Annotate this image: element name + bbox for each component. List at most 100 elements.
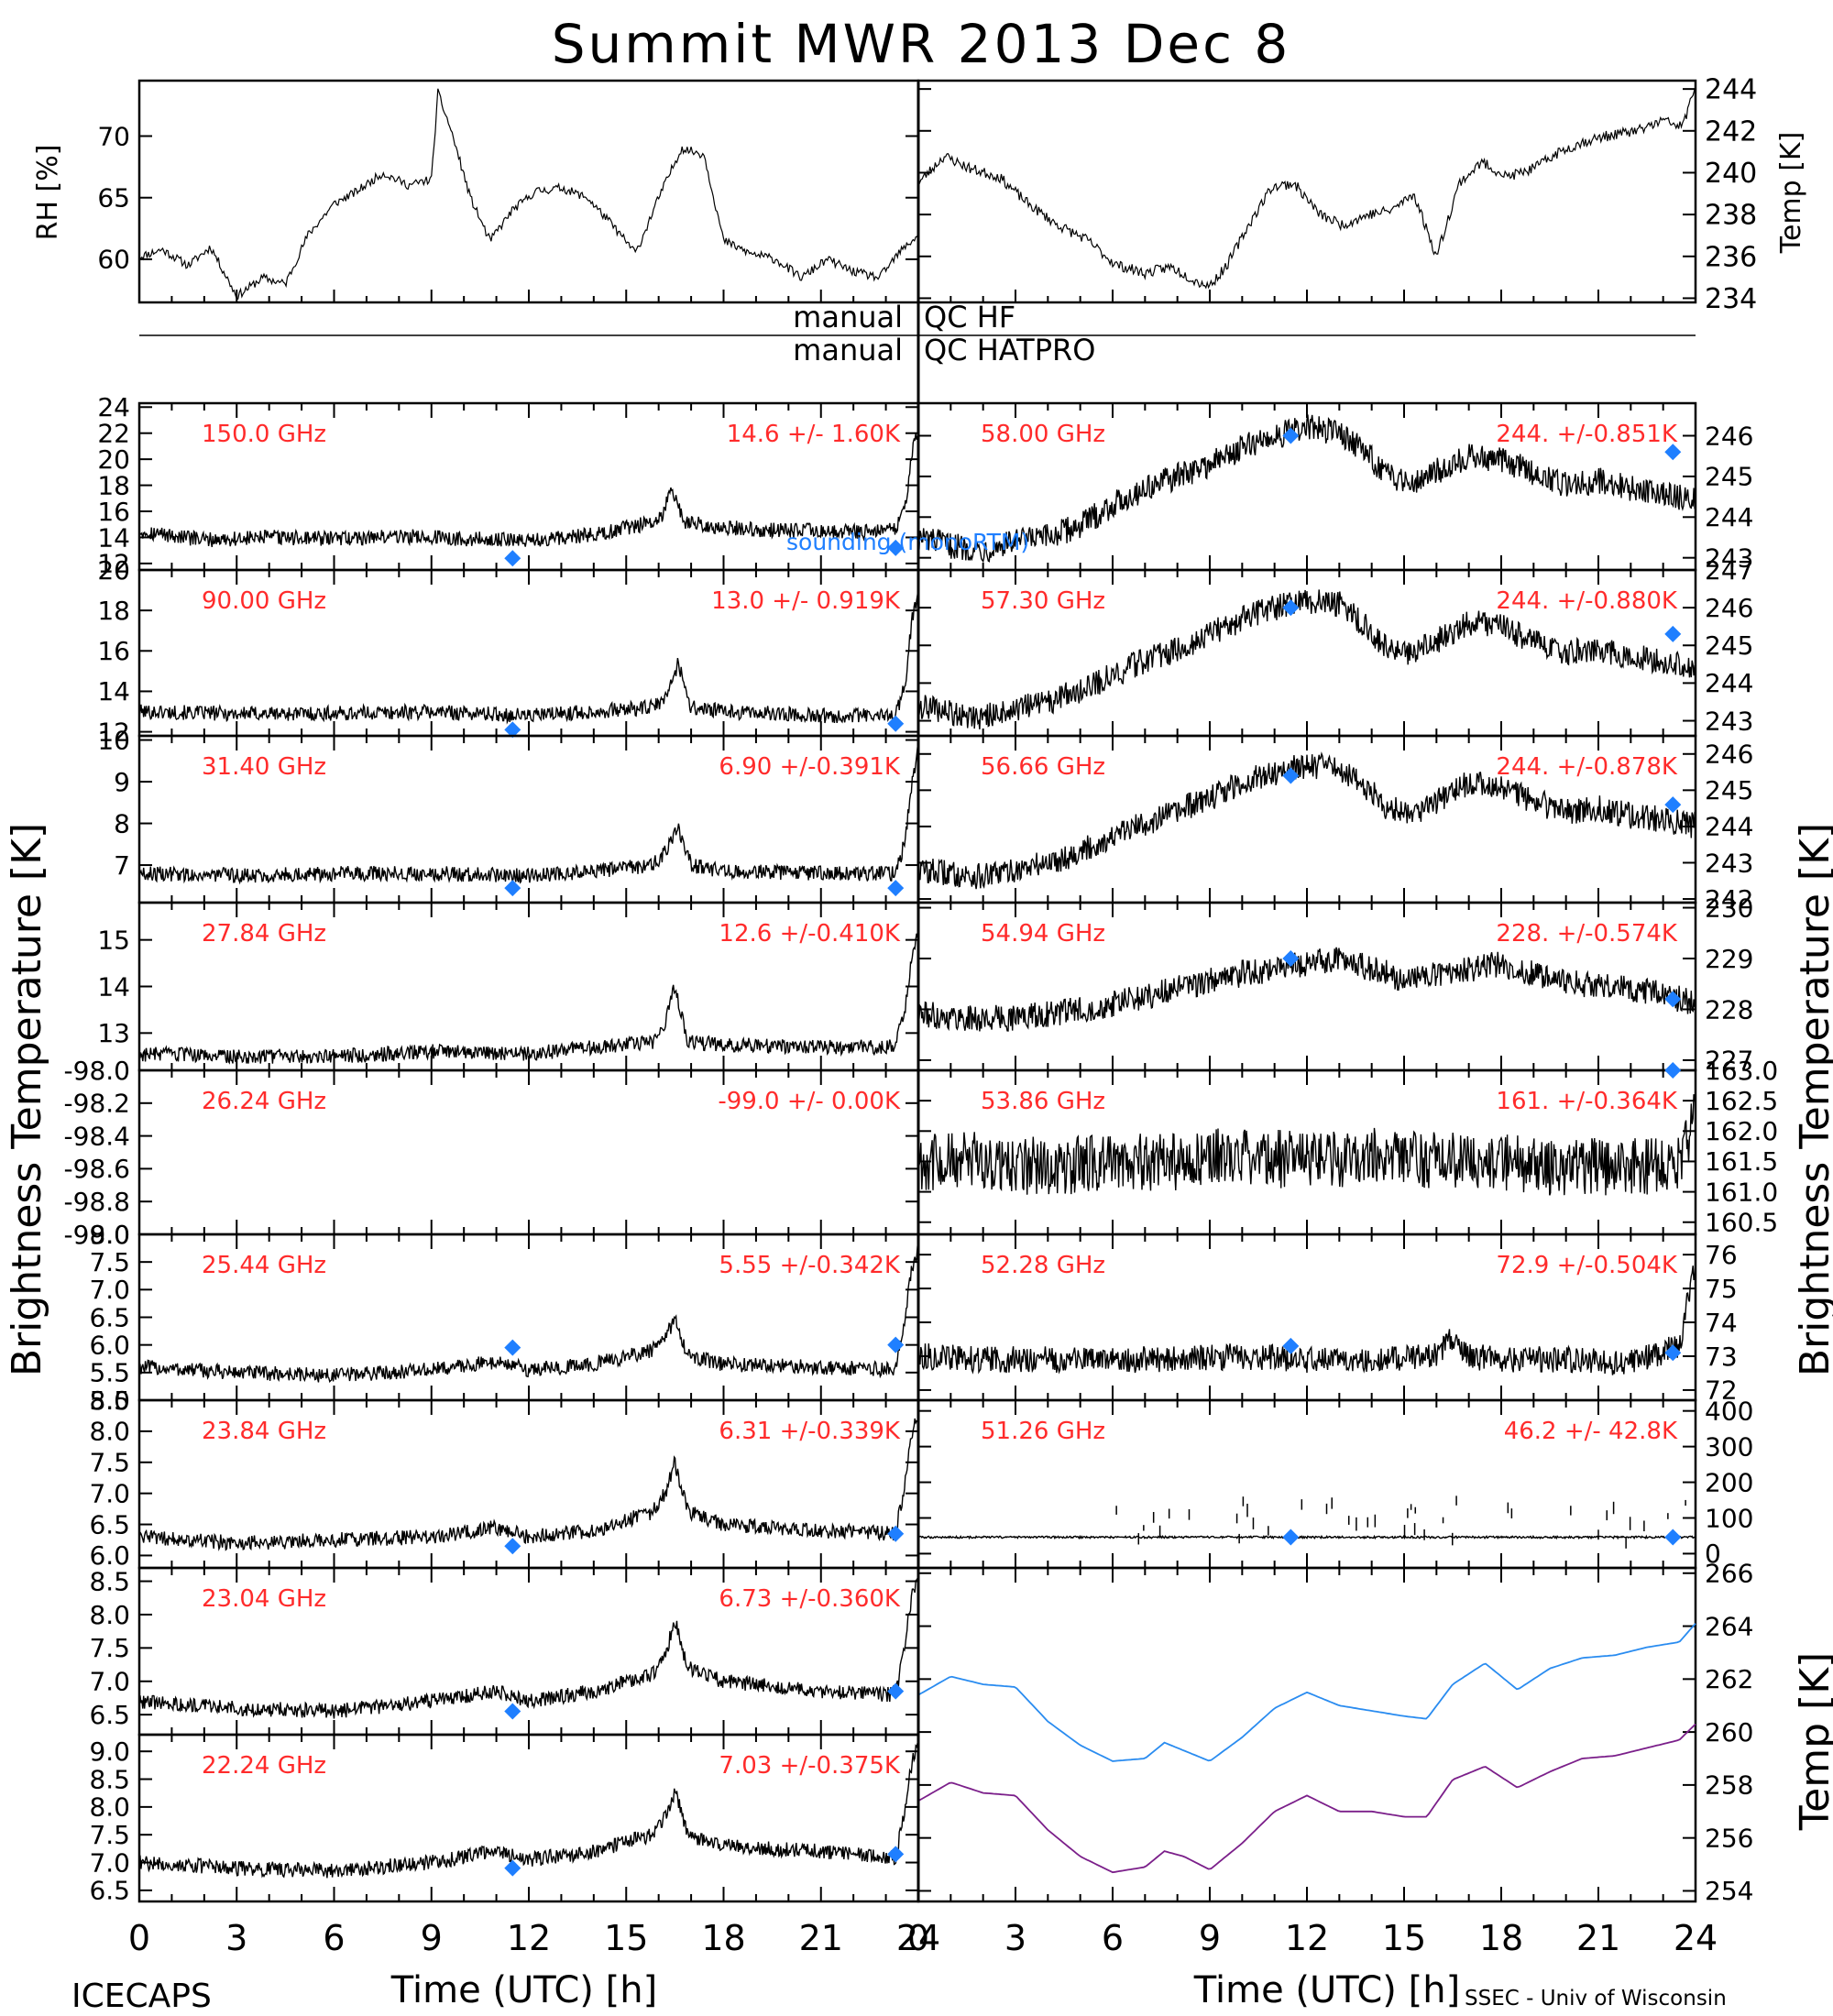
right-panel-4-stat-label: 161. +/-0.364K [1496, 1088, 1678, 1115]
right-panel-5-ytick-label-1: 73 [1705, 1342, 1738, 1372]
right-panel-1-freq-label: 57.30 GHz [981, 587, 1105, 615]
right-panel-1-ytick-label-2: 245 [1705, 630, 1753, 661]
right-panel-4-trace [917, 1093, 1696, 1196]
left-panel-7-ytick-label-3: 8.0 [89, 1600, 130, 1630]
temp-ytick-label-5: 244 [1705, 74, 1757, 106]
right-panel-6-spike-24 [1374, 1514, 1377, 1528]
left-panel-8-ytick-label-0: 6.5 [89, 1876, 130, 1906]
temp-panel [916, 79, 1697, 304]
right-panel-6-spike-11 [1152, 1511, 1155, 1523]
left-panel-5-ytick-label-0: 5.0 [89, 1386, 130, 1416]
left-panel-0-ytick-label-2: 16 [97, 497, 130, 527]
left-panel-2-stat-label: 6.90 +/-0.391K [719, 753, 901, 781]
right-panel-5-ytick-label-2: 74 [1705, 1308, 1738, 1338]
left-panel-0-freq-label: 150.0 GHz [202, 421, 326, 448]
right-panel-6-trace [917, 1534, 1696, 1540]
left-panel-7-ytick-label-0: 6.5 [89, 1700, 130, 1730]
blackbody-panel-ytick-label-0: 254 [1705, 1876, 1753, 1906]
left-panel-5-ytick-label-4: 7.0 [89, 1275, 130, 1305]
temp-series-line [917, 86, 1696, 290]
right-panel-6-sounding-point-1 [1664, 1528, 1682, 1546]
left-panel-8-trace [138, 1743, 919, 1879]
left-panel-5-ytick-label-6: 8.0 [89, 1220, 130, 1250]
right-panel-2-sounding-point-1 [1664, 796, 1682, 814]
left-panel-2-ytick-label-2: 9 [114, 767, 130, 797]
x-tick-label-left-0: 0 [128, 1918, 150, 1958]
left-panel-2-ytick-label-0: 7 [114, 850, 130, 881]
left-panel-0-ytick-label-4: 20 [97, 444, 130, 475]
left-panel-2-ytick-label-3: 10 [97, 725, 130, 755]
right-panel-0-stat-label: 244. +/-0.851K [1496, 421, 1678, 448]
right-panel-6-sounding-point-0 [1282, 1528, 1300, 1546]
rh-ytick-label-2: 70 [97, 121, 130, 151]
left-panel-6-ytick-label-2: 7.0 [89, 1478, 130, 1508]
left-panel-5-ytick-label-1: 5.5 [89, 1358, 130, 1388]
right-panel-4-ytick-label-1: 161.0 [1705, 1177, 1778, 1207]
x-tick-label-right-2: 6 [1102, 1918, 1124, 1958]
qc-hatpro-prefix: manual [793, 333, 903, 367]
right-panel-5-sounding-point-0 [1282, 1337, 1300, 1354]
left-panel-8-ytick-label-2: 7.5 [89, 1820, 130, 1850]
left-panel-5-ytick-label-3: 6.5 [89, 1302, 130, 1332]
right-panel-3-stat-label: 228. +/-0.574K [1496, 920, 1678, 948]
left-panel-2-trace [138, 742, 919, 885]
right-y-axis-label: Brightness Temperature [K] [1792, 823, 1833, 1376]
temp-ytick-label-2: 238 [1705, 200, 1757, 232]
left-panel-6-ytick-label-0: 6.0 [89, 1540, 130, 1571]
right-panel-0-trace [917, 414, 1696, 564]
left-panel-5-stat-label: 5.55 +/-0.342K [719, 1252, 901, 1279]
left-panel-2-freq-label: 31.40 GHz [202, 753, 326, 781]
x-tick-label-right-7: 21 [1576, 1918, 1620, 1958]
left-panel-0-sounding-point-1 [887, 539, 905, 556]
right-panel-6-spike-9 [1507, 1502, 1509, 1514]
left-panel-1-sounding-point-1 [887, 715, 905, 732]
rh-ylabel: RH [%] [32, 145, 64, 241]
right-panel-6-spike-26 [1407, 1508, 1409, 1518]
x-tick-label-right-0: 0 [907, 1918, 929, 1958]
right-panel-6-spike-14 [1510, 1508, 1513, 1518]
left-panel-5-ytick-label-2: 6.0 [89, 1330, 130, 1360]
qc-hf-label: QC HF [924, 300, 1015, 334]
left-panel-6-sounding-point-1 [887, 1525, 905, 1542]
x-tick-label-right-5: 15 [1382, 1918, 1426, 1958]
right-panel-6-freq-label: 51.26 GHz [981, 1418, 1105, 1445]
rh-ytick-label-0: 60 [97, 245, 130, 275]
right-panel-6-spike-36 [1242, 1496, 1245, 1507]
left-panel-4-ytick-label-0: -99.0 [64, 1220, 130, 1250]
right-panel-6-spike-8 [1143, 1525, 1145, 1531]
right-panel-5-trace [917, 1258, 1696, 1375]
blackbody-panel-series-1 [917, 1723, 1696, 1874]
right-panel-2-sounding-point-0 [1282, 767, 1300, 784]
right-panel-3-ytick-label-0: 227 [1705, 1046, 1753, 1076]
right-panel-4-ytick-label-3: 162.0 [1705, 1116, 1778, 1146]
left-panel-2-sounding-point-1 [887, 880, 905, 897]
blackbody-panel-ytick-label-6: 266 [1705, 1559, 1753, 1589]
right-panel-1-ytick-label-1: 244 [1705, 668, 1753, 698]
left-panel-7-freq-label: 23.04 GHz [202, 1585, 326, 1613]
right-panel-4-ytick-label-0: 160.5 [1705, 1208, 1778, 1238]
right-panel-6-spike-3 [1115, 1506, 1117, 1515]
right-panel-2-freq-label: 56.66 GHz [981, 753, 1105, 781]
left-panel-3-freq-label: 27.84 GHz [202, 920, 326, 948]
right-panel-6-stat-label: 46.2 +/- 42.8K [1504, 1418, 1678, 1445]
right-panel-6-spike-13 [1606, 1510, 1608, 1521]
left-panel-0-ytick-label-5: 22 [97, 419, 130, 449]
left-panel-5-sounding-point-1 [887, 1336, 905, 1353]
left-panel-0-ytick-label-6: 24 [97, 392, 130, 422]
right-panel-6-spike-38 [1188, 1508, 1191, 1520]
right-panel-6-spike-16 [1246, 1503, 1248, 1517]
left-y-axis-label: Brightness Temperature [K] [4, 823, 50, 1376]
right-panel-6-spike-12 [1442, 1517, 1444, 1524]
left-panel-4-ytick-label-3: -98.4 [64, 1121, 130, 1151]
left-panel-8-sounding-point-0 [504, 1859, 521, 1877]
right-panel-1-ytick-label-4: 247 [1705, 555, 1753, 586]
temp-ytick-label-3: 240 [1705, 158, 1757, 190]
right-panel-3-ytick-label-1: 228 [1705, 994, 1753, 1024]
left-panel-6-ytick-label-1: 6.5 [89, 1509, 130, 1539]
right-panel-1-trace [917, 589, 1696, 729]
x-axis-label-left: Time (UTC) [h] [390, 1969, 657, 2011]
right-panel-4-ytick-label-2: 161.5 [1705, 1146, 1778, 1177]
right-panel-6-spike-39 [1235, 1513, 1238, 1524]
right-panel-6-spike-10 [1455, 1496, 1457, 1506]
right-panel-5-ytick-label-3: 75 [1705, 1274, 1738, 1304]
